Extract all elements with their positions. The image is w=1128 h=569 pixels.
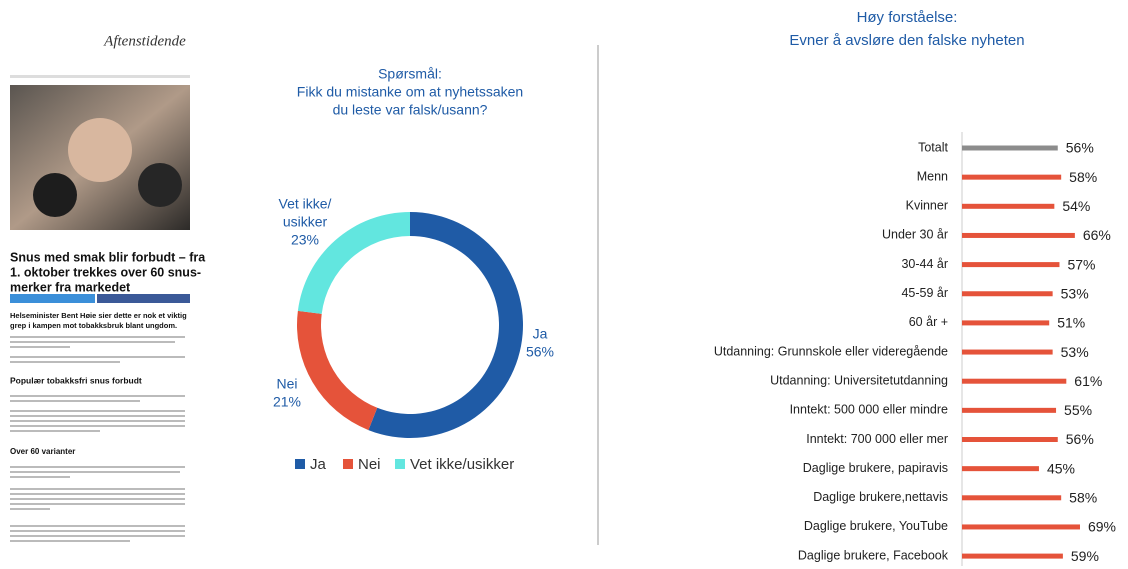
value-label: 53%: [1061, 285, 1089, 301]
category-label: Daglige brukere, YouTube: [804, 519, 948, 533]
value-label: 55%: [1064, 402, 1092, 418]
share-button[interactable]: [10, 294, 95, 303]
body-text: [10, 466, 185, 542]
value-label: 69%: [1088, 519, 1116, 535]
bar: [962, 232, 1075, 238]
bar: [962, 262, 1060, 268]
value-label: 58%: [1069, 490, 1097, 506]
bar: [962, 466, 1039, 472]
headline: merker fra markedet: [10, 280, 131, 294]
legend-swatch: [343, 459, 353, 469]
legend-label: Ja: [310, 456, 327, 473]
chart-title: Evner å avsløre den falske nyheten: [789, 32, 1024, 49]
masthead: Aftenstidende: [103, 33, 186, 49]
bar: [962, 349, 1053, 355]
value-label: 66%: [1083, 227, 1111, 243]
subhead: Populær tobakksfri snus forbudt: [10, 375, 142, 385]
category-label: Totalt: [918, 140, 948, 154]
headline: Snus med smak blir forbudt – fra: [10, 250, 206, 264]
subhead: Over 60 varianter: [10, 447, 75, 456]
category-label: Inntekt: 700 000 eller mer: [806, 432, 948, 446]
donut-slice: [368, 212, 523, 438]
value-label: 61%: [1074, 373, 1102, 389]
bar: [962, 437, 1058, 442]
bar: [962, 378, 1067, 384]
value-label: 57%: [1067, 256, 1095, 272]
category-label: 60 år +: [909, 315, 948, 329]
headline: 1. oktober trekkes over 60 snus-: [10, 265, 201, 279]
value-label: 59%: [1071, 548, 1099, 564]
bar: [962, 320, 1050, 326]
bar: [962, 174, 1062, 180]
category-label: 30-44 år: [901, 257, 948, 271]
legend-swatch: [295, 459, 305, 469]
value-label: 53%: [1061, 344, 1089, 360]
bar: [962, 291, 1053, 297]
chart-title: Fikk du mistanke om at nyhetssaken: [297, 84, 523, 100]
legend-swatch: [395, 459, 405, 469]
slice-value-label: 56%: [526, 344, 554, 360]
bar: [962, 145, 1058, 151]
category-label: Under 30 år: [882, 228, 948, 242]
slice-value-label: 23%: [291, 232, 319, 248]
category-label: Daglige brukere, Facebook: [798, 548, 949, 562]
bar: [962, 407, 1057, 413]
bar: [962, 553, 1063, 559]
category-label: 45-59 år: [901, 286, 948, 300]
slice-label: Ja: [533, 326, 548, 342]
photo-detail: [138, 163, 182, 207]
breadcrumb: [10, 75, 190, 78]
category-label: Daglige brukere,nettavis: [813, 490, 948, 504]
slice-label: usikker: [283, 214, 328, 230]
article: Aftenstidende Snus med smak blir forbudt…: [10, 33, 206, 542]
share-button[interactable]: [97, 294, 190, 303]
slice-label: Vet ikke/: [279, 196, 332, 212]
value-label: 56%: [1066, 431, 1094, 447]
slice-value-label: 21%: [273, 394, 301, 410]
photo-detail: [68, 118, 132, 182]
lead: Helseminister Bent Høie sier dette er no…: [10, 311, 187, 320]
value-label: 51%: [1057, 315, 1085, 331]
category-label: Kvinner: [906, 199, 948, 213]
value-label: 56%: [1066, 140, 1094, 156]
legend-label: Nei: [358, 456, 381, 473]
value-label: 54%: [1062, 198, 1090, 214]
category-label: Utdanning: Grunnskole eller videregående: [714, 344, 948, 358]
category-label: Daglige brukere, papiravis: [803, 461, 948, 475]
category-label: Menn: [917, 169, 948, 183]
legend-label: Vet ikke/usikker: [410, 456, 514, 473]
category-label: Inntekt: 500 000 eller mindre: [790, 403, 948, 417]
chart-title: Spørsmål:: [378, 66, 442, 82]
photo-detail: [33, 173, 77, 217]
body-text: [10, 336, 185, 363]
bar: [962, 524, 1080, 530]
donut-slice: [297, 310, 378, 431]
value-label: 45%: [1047, 460, 1075, 476]
category-label: Utdanning: Universitetutdanning: [770, 373, 948, 387]
body-text: [10, 395, 185, 432]
chart-title: Høy forståelse:: [857, 9, 958, 26]
slice-label: Nei: [276, 376, 297, 392]
chart-title: du leste var falsk/usann?: [333, 102, 488, 118]
bar: [962, 495, 1062, 501]
donut-slice: [297, 212, 410, 314]
value-label: 58%: [1069, 169, 1097, 185]
lead: grep i kampen mot tobakksbruk blant ungd…: [10, 321, 177, 330]
bar: [962, 203, 1055, 209]
